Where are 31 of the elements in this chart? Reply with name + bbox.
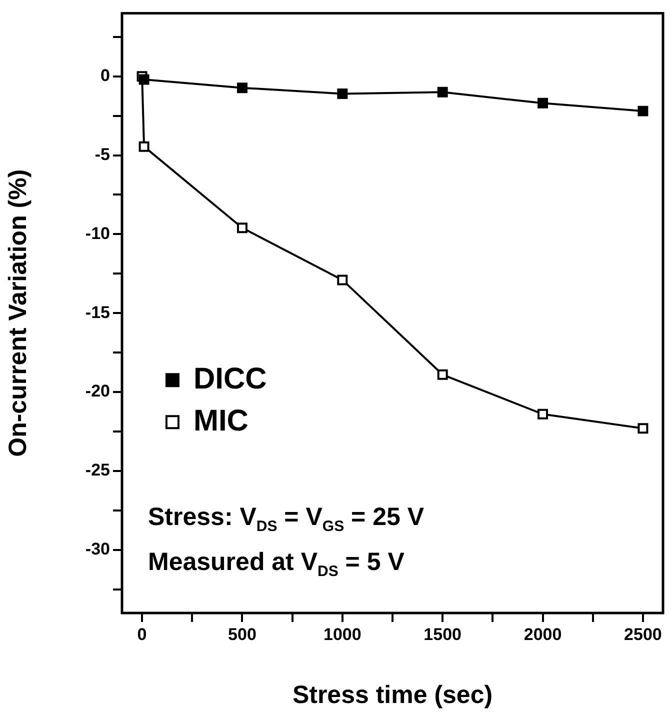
point (638, 106, 648, 116)
point (337, 274, 348, 286)
annotation: Measured at V$_{DS}$ = 5 V (148, 548, 404, 580)
y-tick-label: -30 (85, 540, 110, 559)
point (538, 98, 548, 108)
y-tick-label: -20 (85, 382, 110, 401)
point (236, 82, 248, 94)
x-tick-label: 1500 (424, 624, 462, 644)
x-tick-label: 0 (137, 624, 147, 644)
y-tick-label: -25 (85, 460, 110, 480)
point (638, 423, 648, 434)
point (437, 86, 448, 98)
point (538, 408, 548, 420)
y-axis-title: On-current Variation (%) (4, 169, 32, 457)
x-tick-label: 1000 (323, 624, 362, 644)
point (337, 88, 348, 99)
annotation: Stress: V$_{DS}$ = V$_{GS}$ = 25 V (148, 503, 424, 535)
point (437, 369, 448, 380)
point (236, 222, 248, 234)
x-tick-label: 2500 (624, 624, 662, 644)
legend-label: DICC (193, 362, 267, 396)
point (138, 141, 150, 152)
y-tick-label: -5 (94, 144, 110, 164)
y-tick-label: -10 (85, 224, 110, 243)
point (138, 74, 150, 85)
y-tick-label: 0 (100, 66, 110, 86)
legend-label: MIC (193, 404, 248, 438)
y-tick-label: -15 (85, 302, 110, 322)
x-axis-title: Stress time (sec) (292, 680, 493, 709)
x-tick-label: 2000 (524, 624, 562, 644)
x-tick-label: 500 (228, 624, 256, 644)
